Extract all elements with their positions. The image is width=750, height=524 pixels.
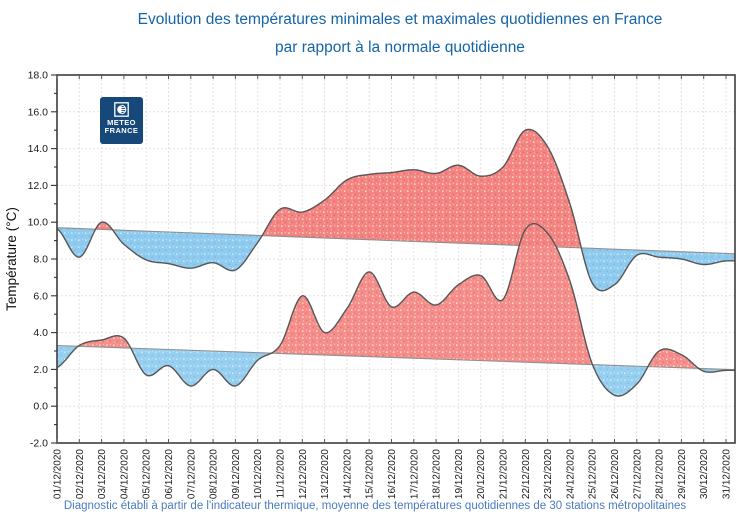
svg-text:15/12/2020: 15/12/2020	[365, 449, 376, 499]
svg-text:0.0: 0.0	[33, 401, 48, 413]
svg-text:31/12/2020: 31/12/2020	[722, 449, 733, 499]
svg-text:19/12/2020: 19/12/2020	[454, 449, 465, 499]
svg-text:05/12/2020: 05/12/2020	[142, 449, 153, 499]
svg-text:16/12/2020: 16/12/2020	[387, 449, 398, 499]
footer-note: Diagnostic établi à partir de l'indicate…	[63, 500, 687, 512]
svg-text:22/12/2020: 22/12/2020	[521, 449, 532, 499]
y-axis-label: Température (°C)	[4, 207, 19, 311]
svg-text:10.0: 10.0	[28, 217, 49, 229]
chart-title-line2: par rapport à la normale quotidienne	[275, 39, 525, 56]
svg-text:27/12/2020: 27/12/2020	[632, 449, 643, 499]
meteo-france-logo-icon	[114, 102, 129, 117]
svg-text:18/12/2020: 18/12/2020	[432, 449, 443, 499]
ticks-group	[51, 74, 727, 444]
svg-text:17/12/2020: 17/12/2020	[409, 449, 420, 499]
chart-title-line1: Evolution des températures minimales et …	[137, 11, 663, 28]
svg-text:01/12/2020: 01/12/2020	[53, 449, 64, 499]
svg-text:06/12/2020: 06/12/2020	[164, 449, 175, 499]
tmin-curve	[56, 222, 735, 397]
normal-max-line	[56, 227, 736, 255]
tmin-warm-anomaly-fill	[78, 223, 699, 369]
svg-text:30/12/2020: 30/12/2020	[699, 449, 710, 499]
normal-min-line	[56, 344, 736, 371]
logo-text-line1: METEO	[107, 118, 136, 127]
svg-text:03/12/2020: 03/12/2020	[97, 449, 108, 499]
svg-text:25/12/2020: 25/12/2020	[588, 449, 599, 499]
x-tick-labels: 01/12/2020 02/12/2020 03/12/2020 04/12/2020…	[53, 449, 733, 499]
svg-text:10/12/2020: 10/12/2020	[253, 449, 264, 499]
svg-text:24/12/2020: 24/12/2020	[565, 449, 576, 499]
svg-text:8.0: 8.0	[33, 254, 48, 266]
svg-text:23/12/2020: 23/12/2020	[543, 449, 554, 499]
svg-text:11/12/2020: 11/12/2020	[276, 449, 287, 499]
svg-text:29/12/2020: 29/12/2020	[677, 449, 688, 499]
svg-text:02/12/2020: 02/12/2020	[75, 449, 86, 499]
svg-text:13/12/2020: 13/12/2020	[320, 449, 331, 499]
svg-text:12.0: 12.0	[28, 180, 49, 192]
meteo-france-logo: METEO FRANCE	[100, 97, 143, 144]
svg-text:4.0: 4.0	[33, 327, 48, 339]
svg-text:07/12/2020: 07/12/2020	[186, 449, 197, 499]
svg-text:20/12/2020: 20/12/2020	[476, 449, 487, 499]
svg-text:2.0: 2.0	[33, 364, 48, 376]
normal-max-line	[56, 227, 736, 255]
svg-text:21/12/2020: 21/12/2020	[499, 449, 510, 499]
y-tick-labels: -2.0 0.0 2.0 4.0 6.0 8.0 10.0 12.0 14.0 16.0 18.0	[28, 70, 49, 450]
svg-text:04/12/2020: 04/12/2020	[119, 449, 130, 499]
svg-text:6.0: 6.0	[33, 290, 48, 302]
logo-text-line2: FRANCE	[104, 126, 139, 135]
chart-title: Evolution des températures minimales et …	[50, 6, 750, 62]
svg-text:12/12/2020: 12/12/2020	[298, 449, 309, 499]
svg-text:14.0: 14.0	[28, 143, 49, 155]
svg-text:26/12/2020: 26/12/2020	[610, 449, 621, 499]
svg-text:08/12/2020: 08/12/2020	[209, 449, 220, 499]
svg-text:28/12/2020: 28/12/2020	[655, 449, 666, 499]
normal-min-line	[56, 344, 736, 371]
tmax-curve	[56, 128, 735, 292]
svg-text:18.0: 18.0	[28, 70, 49, 82]
svg-text:14/12/2020: 14/12/2020	[342, 449, 353, 499]
svg-text:-2.0: -2.0	[30, 438, 48, 450]
svg-text:09/12/2020: 09/12/2020	[231, 449, 242, 499]
svg-text:16.0: 16.0	[28, 106, 49, 118]
